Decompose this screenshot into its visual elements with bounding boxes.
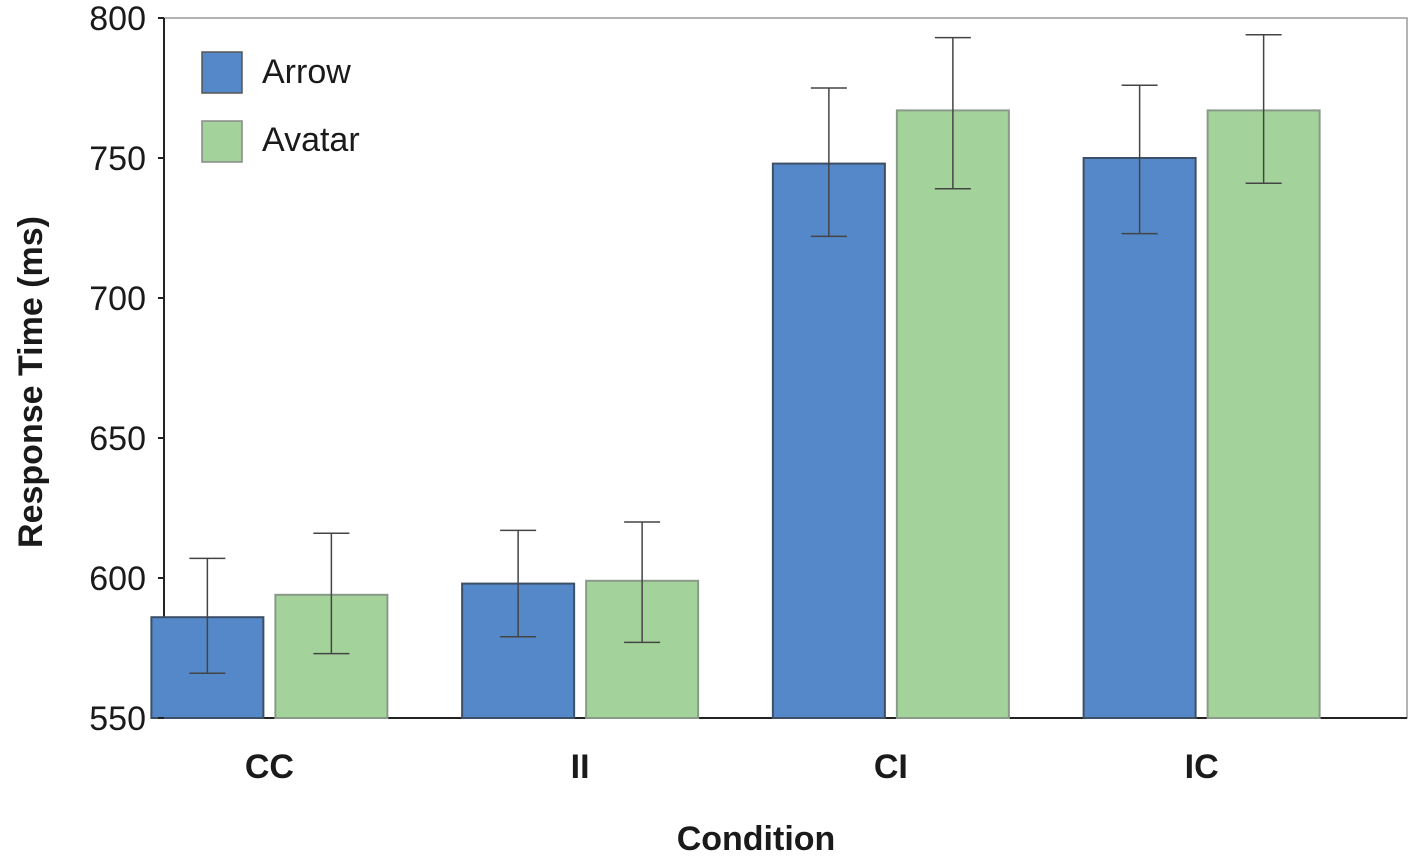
y-tick-label: 800 (89, 0, 146, 38)
x-ticks-layer: CC II CI IC (245, 748, 1219, 786)
y-ticks-layer: 550 600 650 700 750 800 (89, 0, 164, 738)
y-axis-title: Response Time (ms) (12, 216, 50, 548)
legend: Arrow Avatar (201, 51, 360, 163)
y-tick-label: 600 (89, 560, 146, 598)
y-tick-label: 750 (89, 140, 146, 178)
bar-avatar-ci (895, 109, 1010, 719)
bar-avatar-ic (1206, 109, 1321, 719)
legend-label-avatar: Avatar (262, 121, 360, 159)
y-tick-label: 550 (89, 700, 146, 738)
bar-arrow-ic (1082, 157, 1197, 719)
x-axis-title: Condition (677, 820, 836, 858)
error-bars-layer (189, 34, 1282, 674)
y-tick-label: 650 (89, 420, 146, 458)
legend-swatch-avatar (201, 120, 243, 163)
y-tick-label: 700 (89, 280, 146, 318)
bar-arrow-ci (771, 162, 886, 720)
x-tick-label-ic: IC (1185, 748, 1219, 786)
legend-swatch-arrow (201, 51, 243, 94)
bars-layer (150, 109, 1321, 720)
legend-label-arrow: Arrow (262, 53, 351, 91)
x-tick-label-ci: CI (874, 748, 908, 786)
x-tick-label-cc: CC (245, 748, 294, 786)
x-tick-label-ii: II (571, 748, 590, 786)
